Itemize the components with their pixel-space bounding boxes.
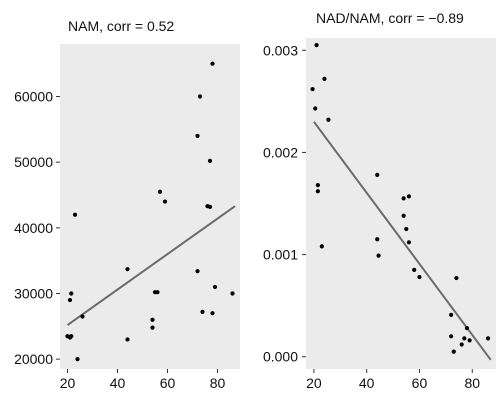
nad-nam-data-point <box>467 338 472 343</box>
nam-y-tick-label: 30000 <box>14 285 53 301</box>
nam-panel: NAM, corr = 0.52 20 40 60 80 20000 30000 4000… <box>14 18 240 391</box>
nam-data-point <box>125 337 130 342</box>
nam-data-point <box>80 314 85 319</box>
nad-nam-data-point <box>376 253 381 258</box>
nam-y-axis: 20000 30000 40000 50000 60000 <box>14 89 60 367</box>
nam-y-tick-label: 60000 <box>14 89 53 105</box>
nad-nam-points <box>310 43 491 354</box>
nad-nam-data-point <box>315 183 320 188</box>
nad-nam-data-point <box>417 274 422 280</box>
nad-nam-data-point <box>375 172 380 177</box>
nam-data-point <box>150 325 155 330</box>
nam-x-tick-label: 60 <box>160 375 176 391</box>
nam-x-axis: 20 40 60 80 <box>60 369 226 391</box>
nad-nam-data-point <box>449 334 454 339</box>
nam-data-point <box>157 189 163 194</box>
nam-y-tick-label: 40000 <box>14 220 53 236</box>
nam-data-point <box>200 309 205 314</box>
nam-data-point <box>210 61 215 66</box>
nad-nam-fit-line-group <box>313 121 492 361</box>
nad-nam-data-point <box>322 76 327 81</box>
nad-nam-x-tick-label: 20 <box>306 375 322 391</box>
nam-data-point <box>162 199 168 204</box>
nam-fit-line-group <box>66 205 236 326</box>
nam-data-point <box>155 290 160 295</box>
nad-nam-data-point <box>401 196 406 201</box>
nad-nam-y-tick-label: 0.003 <box>263 42 298 58</box>
nad-nam-plot-area <box>306 38 496 369</box>
nam-points <box>65 61 235 362</box>
nam-data-point <box>210 311 215 316</box>
nad-nam-fit-line <box>313 121 492 361</box>
nam-x-tick-label: 40 <box>110 375 126 391</box>
nam-data-point <box>197 94 203 99</box>
nad-nam-data-point <box>314 43 319 48</box>
nad-nam-title: NAD/NAM, corr = −0.89 <box>316 10 464 26</box>
nad-nam-data-point <box>406 194 412 199</box>
nad-nam-data-point <box>401 213 406 218</box>
nad-nam-data-point <box>319 244 324 249</box>
nam-data-point <box>75 357 80 362</box>
nad-nam-y-axis: 0.000 0.001 0.002 0.003 <box>263 42 306 365</box>
nad-nam-data-point <box>315 189 320 194</box>
nad-nam-panel: NAD/NAM, corr = −0.89 20 40 60 80 0.0000.00… <box>263 10 496 391</box>
nad-nam-data-point <box>454 275 459 281</box>
nad-nam-data-point <box>326 117 331 122</box>
nam-data-point <box>150 317 155 322</box>
nad-nam-x-tick-label: 40 <box>359 375 375 391</box>
nad-nam-data-point <box>462 336 467 341</box>
nad-nam-x-tick-label: 60 <box>412 375 428 391</box>
nad-nam-data-point <box>375 237 380 242</box>
nad-nam-y-tick-label: 0.001 <box>263 247 298 263</box>
nad-nam-data-point <box>459 342 464 347</box>
nad-nam-data-point <box>310 86 315 92</box>
nam-data-point <box>67 297 73 303</box>
nam-data-point <box>230 291 235 296</box>
nam-data-point <box>207 204 213 209</box>
nam-data-point <box>72 212 78 217</box>
nad-nam-data-point <box>404 226 409 232</box>
nam-y-tick-label: 20000 <box>14 351 53 367</box>
nam-data-point <box>195 269 200 274</box>
nad-nam-data-point <box>485 336 491 341</box>
nam-x-tick-label: 20 <box>60 375 76 391</box>
nam-data-point <box>212 284 218 290</box>
nam-fit-line <box>66 205 236 326</box>
nad-nam-x-axis: 20 40 60 80 <box>306 369 480 391</box>
nam-plot-area <box>60 44 240 369</box>
nad-nam-data-point <box>449 312 454 317</box>
nad-nam-data-point <box>412 267 417 273</box>
nam-title: NAM, corr = 0.52 <box>68 18 174 34</box>
nam-x-tick-label: 80 <box>210 375 226 391</box>
nad-nam-data-point <box>464 326 470 331</box>
nad-nam-data-point <box>451 349 456 354</box>
nam-y-tick-label: 50000 <box>14 154 53 170</box>
nam-data-point <box>69 334 74 339</box>
nad-nam-data-point <box>406 240 412 245</box>
nam-data-point <box>207 158 213 163</box>
nam-data-point <box>195 133 200 139</box>
nad-nam-y-tick-label: 0.002 <box>263 144 298 160</box>
nam-data-point <box>69 291 74 296</box>
nad-nam-data-point <box>313 106 318 111</box>
nam-data-point <box>125 267 130 272</box>
nad-nam-x-tick-label: 80 <box>464 375 480 391</box>
nad-nam-y-tick-label: 0.000 <box>263 349 298 365</box>
